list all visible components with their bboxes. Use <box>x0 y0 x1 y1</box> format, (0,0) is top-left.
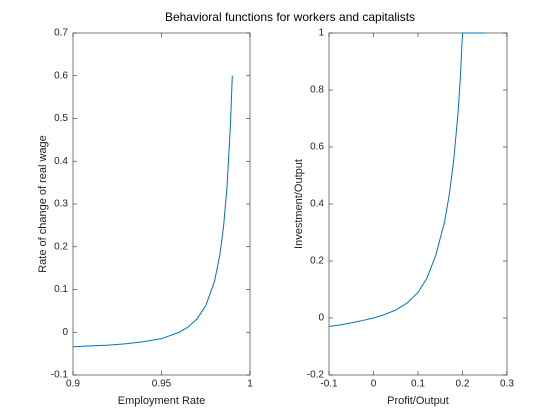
data-line <box>328 32 485 328</box>
y-axis-label: Rate of change of real wage <box>37 135 49 273</box>
y-tick-label: 0 <box>62 327 68 338</box>
x-axis-label: Profit/Output <box>387 395 449 407</box>
y-tick-label: 0.6 <box>310 142 324 153</box>
y-tick-label: 0.4 <box>54 156 68 167</box>
x-tick-label: 0 <box>371 379 377 390</box>
x-tick-label: 0.3 <box>500 379 514 390</box>
y-tick-label: -0.2 <box>307 370 325 381</box>
y-tick-label: 0.4 <box>310 199 324 210</box>
y-tick-label: 0.5 <box>54 113 68 124</box>
y-tick-label: 0.1 <box>54 284 68 295</box>
y-tick-label: 0.3 <box>54 199 68 210</box>
x-axis-label: Employment Rate <box>118 395 205 407</box>
x-tick-label: 1 <box>247 379 253 390</box>
x-tick-label: 0.95 <box>152 379 172 390</box>
y-tick-label: 1 <box>318 28 324 39</box>
y-tick-label: 0.7 <box>54 28 68 39</box>
data-line <box>72 75 233 348</box>
y-tick-label: 0.6 <box>54 70 68 81</box>
axes-box <box>72 32 251 376</box>
x-tick-label: -0.1 <box>320 379 338 390</box>
axes-box <box>328 32 508 376</box>
y-tick-label: 0.2 <box>310 256 324 267</box>
x-tick-label: 0.9 <box>66 379 80 390</box>
y-tick-label: 0 <box>318 313 324 324</box>
y-tick-label: -0.1 <box>51 370 69 381</box>
y-tick-label: 0.8 <box>310 85 324 96</box>
x-tick-label: 0.2 <box>456 379 470 390</box>
y-tick-label: 0.2 <box>54 241 68 252</box>
x-tick-label: 0.1 <box>411 379 425 390</box>
y-axis-label: Investment/Output <box>293 159 305 249</box>
figure-title: Behavioral functions for workers and cap… <box>165 10 415 24</box>
